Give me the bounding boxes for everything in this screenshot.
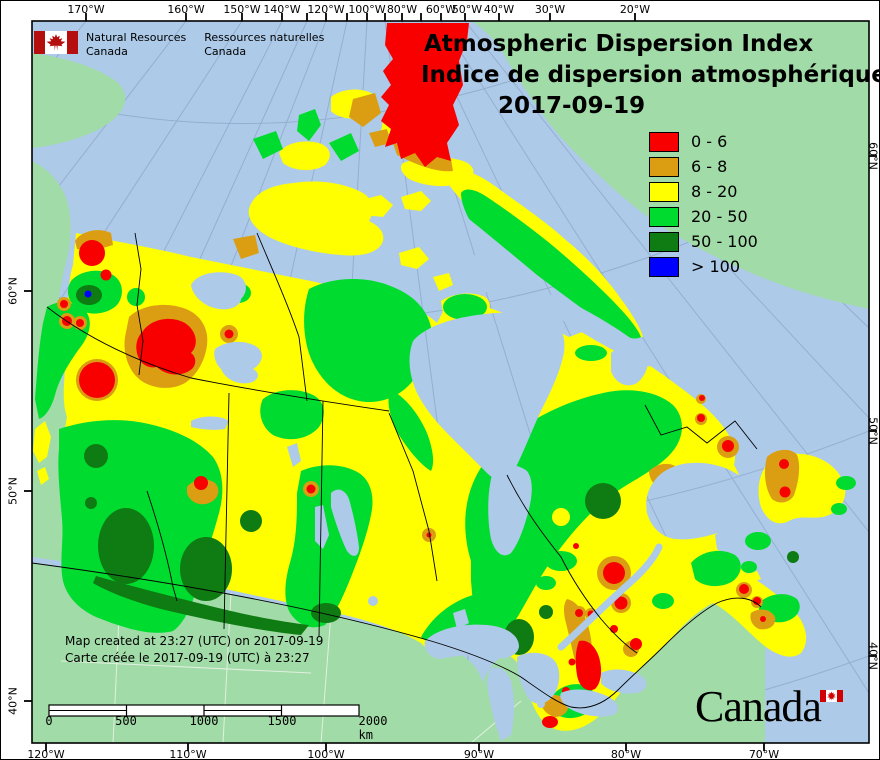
- legend-label: 20 - 50: [691, 207, 748, 226]
- lon-label-top: 170°W: [67, 3, 105, 16]
- lon-label-top: 20°W: [619, 3, 651, 16]
- lon-label-bottom: 100°W: [307, 748, 345, 760]
- scalebar-tick-500: 500: [115, 714, 137, 728]
- legend-row: > 100: [649, 254, 758, 279]
- legend-label: 0 - 6: [691, 132, 728, 151]
- lat-label-right: 50°N: [866, 417, 880, 445]
- lon-label-top: 100°W: [348, 3, 386, 16]
- legend-swatch-0-6: [649, 131, 679, 152]
- legend-swatch-8-20: [649, 181, 679, 202]
- adi-yellow-pocket: [552, 508, 570, 526]
- lon-label-top: 30°W: [534, 3, 566, 16]
- credit-line-en: Map created at 23:27 (UTC) on 2017-09-19: [65, 634, 324, 648]
- legend-label: 6 - 8: [691, 157, 728, 176]
- scalebar-graphic: [48, 704, 360, 717]
- nrcan-logo: Natural Resources Canada Ressources natu…: [34, 31, 324, 59]
- lat-label-right: 40°N: [866, 642, 880, 670]
- lon-label-bottom: 90°W: [463, 748, 495, 760]
- lat-label-left: 60°N: [6, 277, 20, 305]
- title-line-en: Atmospheric Dispersion Index: [424, 31, 814, 57]
- scalebar-tick-2000: 2000 km: [358, 714, 388, 742]
- legend-swatch-50-100: [649, 231, 679, 252]
- lon-label-bottom: 110°W: [169, 748, 207, 760]
- title-date: 2017-09-19: [498, 93, 646, 119]
- legend-swatch-gt-100: [649, 256, 679, 277]
- lon-label-bottom: 120°W: [27, 748, 65, 760]
- legend: 0 - 6 6 - 8 8 - 20 20 - 50 50 - 100 > 10…: [649, 129, 758, 279]
- legend-row: 20 - 50: [649, 204, 758, 229]
- lon-label-top: 160°W: [167, 3, 205, 16]
- axis-ticks: [24, 13, 877, 751]
- adi-gt100-spot: [84, 290, 92, 298]
- lat-label-right: 60°N: [866, 142, 880, 170]
- lon-label-bottom: 70°W: [748, 748, 780, 760]
- canada-wordmark: Canada: [695, 682, 822, 731]
- lon-label-top: 40°W: [483, 3, 515, 16]
- scalebar-tick-1000: 1000: [189, 714, 219, 728]
- lon-label-bottom: 80°W: [610, 748, 642, 760]
- legend-label: > 100: [691, 257, 741, 276]
- political-borders: [32, 232, 762, 709]
- lakes: [191, 253, 755, 741]
- map-frame: [24, 13, 877, 751]
- lon-label-top: 150°W: [223, 3, 261, 16]
- legend-label: 50 - 100: [691, 232, 758, 251]
- lon-label-top: 140°W: [263, 3, 301, 16]
- wordmark-flag-icon: [820, 690, 843, 702]
- lon-label-top: 80°W: [386, 3, 418, 16]
- legend-swatch-6-8: [649, 156, 679, 177]
- logo-text-en: Natural Resources Canada: [86, 31, 187, 58]
- legend-swatch-20-50: [649, 206, 679, 227]
- lat-label-left: 50°N: [6, 477, 20, 505]
- credit-line-fr: Carte créée le 2017-09-19 (UTC) à 23:27: [65, 651, 310, 665]
- map-credits: Map created at 23:27 (UTC) on 2017-09-19…: [65, 633, 323, 667]
- adi-0-6-regions: [60, 23, 791, 728]
- logo-text-fr: Ressources naturelles Canada: [204, 31, 325, 58]
- legend-row: 8 - 20: [649, 179, 758, 204]
- lon-label-top: 50°W: [451, 3, 483, 16]
- lon-label-top: 60°W: [425, 3, 457, 16]
- canada-flag-icon: [34, 31, 78, 54]
- scalebar-tick-1500: 1500: [267, 714, 297, 728]
- legend-label: 8 - 20: [691, 182, 738, 201]
- legend-row: 0 - 6: [649, 129, 758, 154]
- lon-label-top: 120°W: [307, 3, 345, 16]
- lat-label-left: 40°N: [6, 687, 20, 715]
- scalebar-tick-0: 0: [45, 714, 53, 728]
- legend-row: 6 - 8: [649, 154, 758, 179]
- legend-row: 50 - 100: [649, 229, 758, 254]
- title-line-fr: Indice de dispersion atmosphérique: [421, 62, 880, 88]
